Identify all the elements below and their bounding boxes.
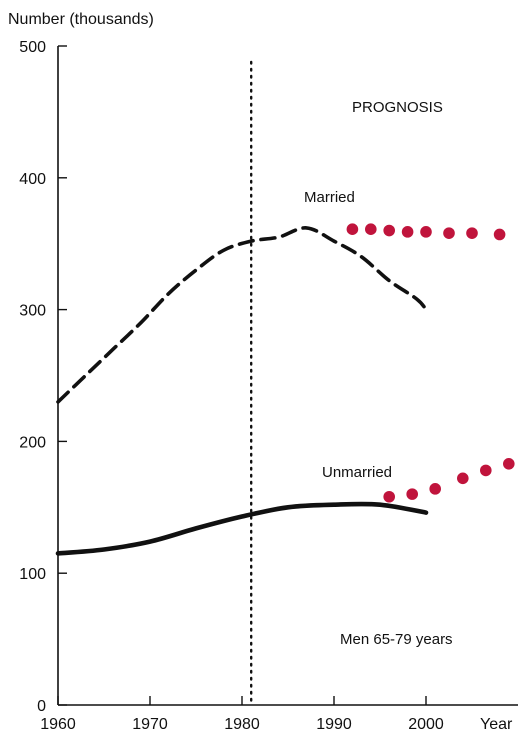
x-axis-label: Year <box>480 716 513 733</box>
married-prognosis-point <box>383 224 396 237</box>
married-label: Married <box>304 189 355 206</box>
ticks: 0 100 200 300 400 500 1960 1970 1980 1990 2000 <box>19 39 444 733</box>
y-tick-label: 500 <box>19 39 46 56</box>
married-prognosis-point <box>365 223 377 236</box>
married-line <box>56 226 428 404</box>
married-prognosis-point <box>466 227 478 239</box>
unmarried-prognosis-point <box>480 464 492 477</box>
married-prognosis-point <box>493 228 506 241</box>
y-tick-label: 400 <box>19 171 46 188</box>
unmarried-prognosis-point <box>429 483 442 495</box>
married-prognosis-point <box>346 223 359 236</box>
series-layer <box>55 223 515 556</box>
married-prognosis-point <box>443 227 455 239</box>
unmarried-prognosis-point <box>457 472 469 485</box>
y-tick-label: 100 <box>19 566 46 583</box>
unmarried-prognosis-point <box>383 490 396 503</box>
y-tick-label: 300 <box>19 303 46 320</box>
married-prognosis-point <box>420 226 432 238</box>
x-tick-label: 1990 <box>316 716 352 733</box>
x-tick-label: 2000 <box>408 716 444 733</box>
y-tick-label: 200 <box>19 434 46 451</box>
unmarried-prognosis-point <box>406 488 419 500</box>
x-tick-label: 1980 <box>224 716 260 733</box>
married-prognosis-point <box>401 226 414 238</box>
subset-label: Men 65-79 years <box>340 631 453 648</box>
y-axis-label: Number (thousands) <box>8 11 154 28</box>
x-tick-label: 1960 <box>40 716 76 733</box>
axes <box>57 46 518 706</box>
unmarried-line <box>55 501 429 556</box>
unmarried-prognosis-point <box>503 458 515 470</box>
unmarried-label: Unmarried <box>322 464 392 481</box>
y-tick-label: 0 <box>37 698 46 715</box>
prognosis-label: PROGNOSIS <box>352 99 443 116</box>
x-tick-label: 1970 <box>132 716 168 733</box>
